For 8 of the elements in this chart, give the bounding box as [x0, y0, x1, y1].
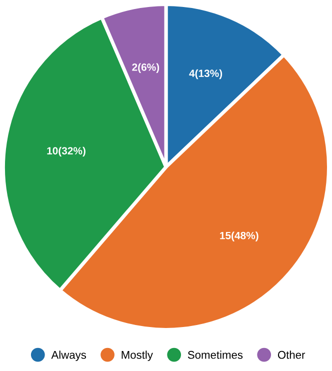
- legend-label: Other: [278, 350, 306, 359]
- data-label: 10(32%): [47, 146, 86, 157]
- legend-label: Always: [51, 350, 86, 361]
- data-label: 4(13%): [189, 69, 222, 80]
- data-label: 2(6%): [132, 63, 160, 73]
- data-label: 15(48%): [220, 232, 258, 242]
- legend-label: Mostly: [122, 350, 153, 361]
- legend-label: Sometimes: [188, 350, 243, 359]
